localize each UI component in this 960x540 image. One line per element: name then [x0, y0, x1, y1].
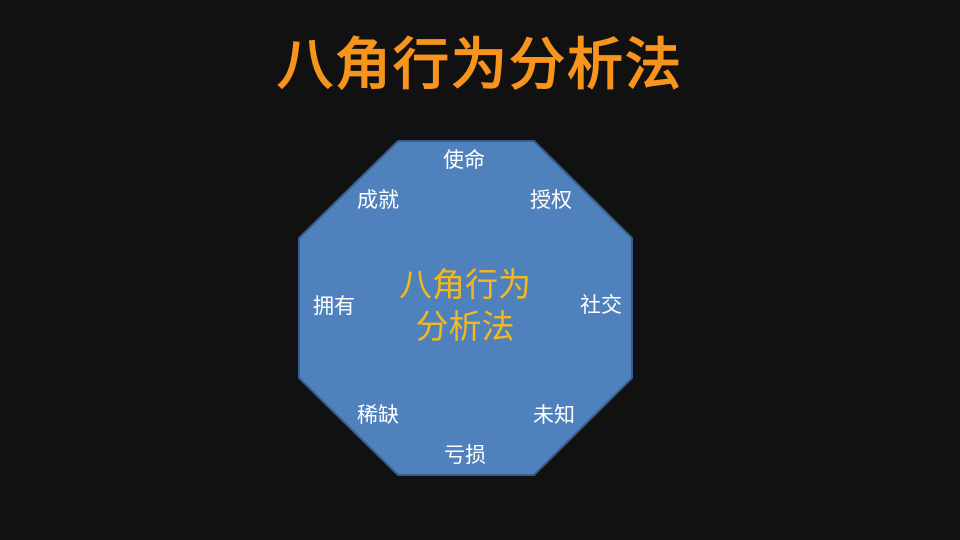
slide-title: 八角行为分析法 [277, 33, 683, 98]
label-left: 拥有 [313, 294, 355, 318]
label-bottom-left: 稀缺 [357, 403, 399, 427]
label-right: 社交 [580, 293, 622, 317]
label-bottom-right: 未知 [533, 403, 575, 427]
center-text: 八角行为 分析法 [365, 264, 565, 348]
center-line-2: 分析法 [415, 307, 515, 346]
label-top-left: 成就 [357, 188, 399, 212]
label-top: 使命 [443, 148, 485, 172]
octagon-shape [298, 140, 633, 476]
label-top-right: 授权 [530, 188, 572, 212]
label-bottom: 亏损 [444, 443, 486, 467]
center-line-1: 八角行为 [399, 265, 531, 304]
